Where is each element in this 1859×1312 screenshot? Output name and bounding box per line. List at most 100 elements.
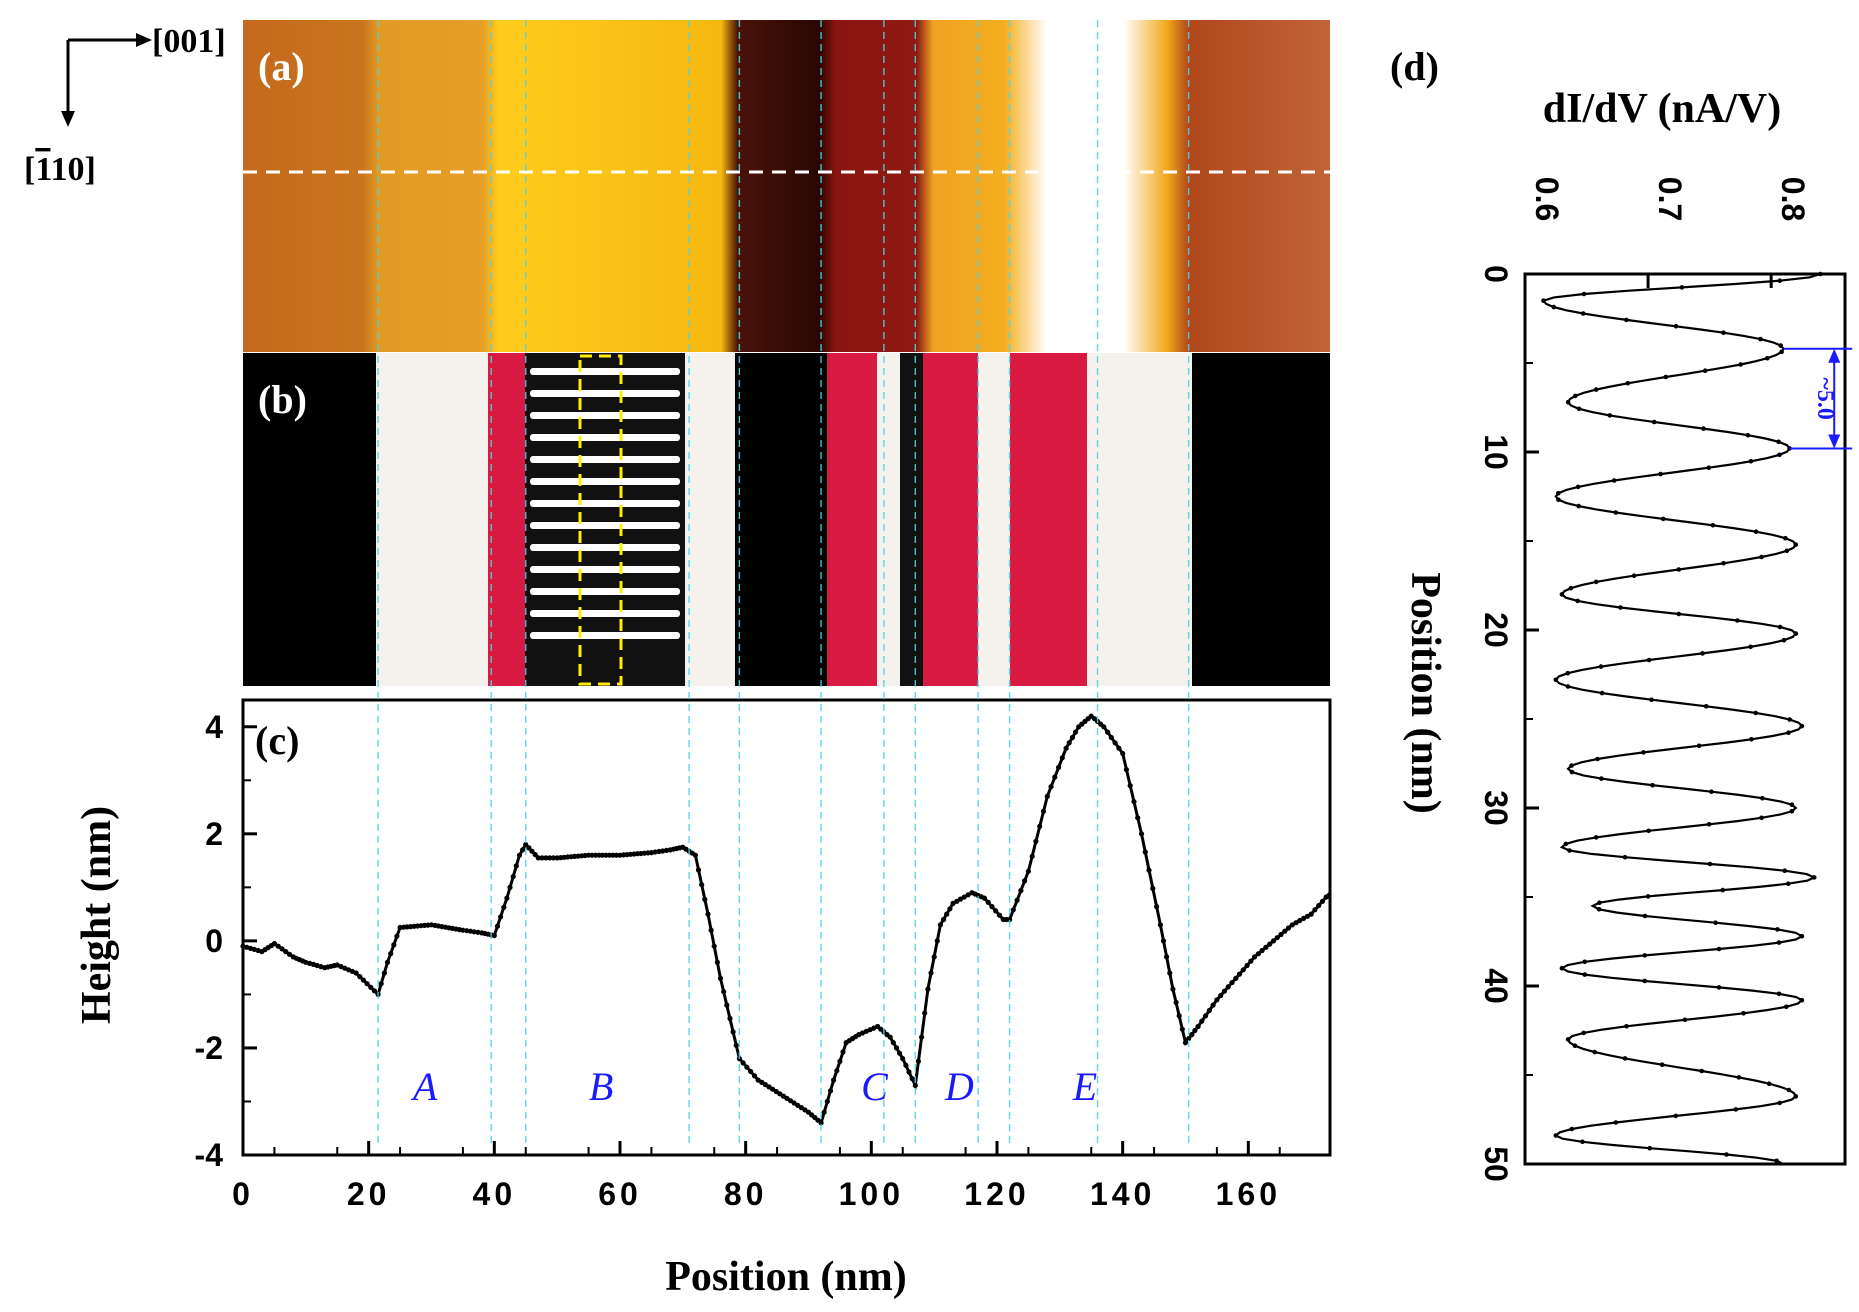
profile-point — [529, 848, 535, 854]
didv-point — [1646, 657, 1652, 663]
profile-point — [652, 849, 658, 855]
profile-point — [357, 974, 363, 980]
profile-point — [981, 895, 988, 901]
panel-label-c: (c) — [255, 718, 299, 763]
stripe — [530, 456, 680, 463]
x-tick-label: 0 — [232, 1176, 254, 1212]
profile-point — [1173, 999, 1179, 1006]
profile-point — [931, 954, 937, 960]
didv-point — [1783, 535, 1788, 541]
profile-point — [1244, 962, 1250, 969]
profile-point — [381, 970, 387, 976]
didv-point — [1709, 789, 1714, 794]
profile-point — [906, 1069, 912, 1075]
didv-point — [1649, 697, 1654, 702]
profile-point — [1206, 1007, 1212, 1014]
didv-point — [1703, 704, 1709, 709]
didv-point — [1607, 413, 1613, 418]
profile-point — [1176, 1013, 1182, 1019]
profile-point — [1066, 740, 1072, 746]
x-tick-label: 140 — [1090, 1176, 1155, 1212]
profile-point — [989, 904, 995, 910]
y-tick-label: 10 — [1478, 434, 1514, 470]
profile-point — [1236, 971, 1243, 977]
y-tick-label: 40 — [1478, 968, 1514, 1004]
chart-c-xlabel: Position (nm) — [665, 1254, 907, 1300]
profile-point — [353, 970, 359, 976]
profile-point — [535, 855, 541, 861]
profile-point — [1214, 997, 1220, 1003]
didv-point — [1576, 503, 1581, 509]
profile-point — [1199, 1018, 1205, 1024]
profile-point — [692, 852, 699, 858]
stripe — [530, 478, 680, 485]
didv-point — [1748, 459, 1754, 464]
spacing-arrow-head-top — [1828, 348, 1841, 363]
profile-point — [1304, 913, 1310, 919]
didv-point — [1599, 776, 1604, 781]
didv-point — [1565, 399, 1571, 405]
profile-point — [539, 855, 545, 861]
didv-point — [1596, 907, 1602, 912]
profile-point — [834, 1068, 840, 1074]
didv-point — [1758, 336, 1763, 342]
didv-point — [1759, 815, 1764, 821]
direction-110-label: [110] — [24, 151, 96, 188]
profile-point — [824, 1098, 830, 1105]
didv-point — [1565, 670, 1570, 676]
profile-point — [1131, 799, 1137, 805]
profile-point — [1210, 1002, 1216, 1008]
profile-point — [394, 933, 400, 939]
profile-point — [1301, 915, 1307, 922]
region-boundary-guides — [377, 20, 1190, 1145]
profile-point — [371, 988, 377, 994]
didv-point — [1622, 854, 1628, 860]
profile-point — [1154, 904, 1160, 910]
didv-point — [1707, 861, 1713, 867]
profile-point — [1146, 867, 1152, 873]
profile-point — [751, 1073, 758, 1079]
didv-point — [1582, 959, 1588, 965]
profile-point — [1116, 745, 1122, 751]
y-tick-label: -4 — [195, 1137, 224, 1173]
didv-point — [1553, 677, 1559, 683]
profile-point — [934, 938, 940, 944]
profile-point — [1022, 878, 1028, 884]
didv-point — [1682, 1017, 1688, 1023]
x-tick-label: 0.7 — [1652, 177, 1688, 221]
profile-point — [507, 884, 513, 891]
profile-point — [727, 1015, 733, 1022]
didv-point — [1724, 1152, 1729, 1157]
didv-point — [1573, 393, 1578, 399]
profile-point — [1278, 931, 1284, 938]
profile-point — [1229, 980, 1235, 986]
didv-point — [1789, 802, 1795, 807]
profile-point — [1072, 729, 1079, 735]
stripe — [530, 544, 680, 551]
didv-point — [1784, 548, 1790, 554]
didv-point — [1598, 664, 1604, 669]
didv-point — [1592, 1049, 1597, 1055]
profile-point — [368, 984, 374, 990]
profile-point — [928, 970, 934, 976]
profile-point — [996, 912, 1003, 918]
didv-point — [1572, 1043, 1578, 1048]
profile-point — [1255, 951, 1261, 957]
profile-point — [1007, 916, 1013, 923]
didv-point — [1613, 1120, 1619, 1125]
stripe — [530, 610, 680, 617]
didv-point — [1753, 710, 1758, 716]
profile-point — [705, 911, 711, 917]
y-tick-label: 4 — [205, 709, 223, 745]
profile-point — [818, 1120, 824, 1126]
spacing-arrow-head-bottom — [1828, 434, 1841, 449]
didv-point — [1676, 611, 1682, 617]
didv-point — [1777, 452, 1782, 458]
didv-point — [1559, 965, 1565, 971]
didv-point — [1778, 343, 1784, 348]
profile-point — [721, 989, 727, 995]
profile-point — [1252, 954, 1258, 960]
didv-point — [1581, 1030, 1586, 1036]
didv-point — [1713, 920, 1718, 925]
profile-point — [1063, 745, 1069, 751]
